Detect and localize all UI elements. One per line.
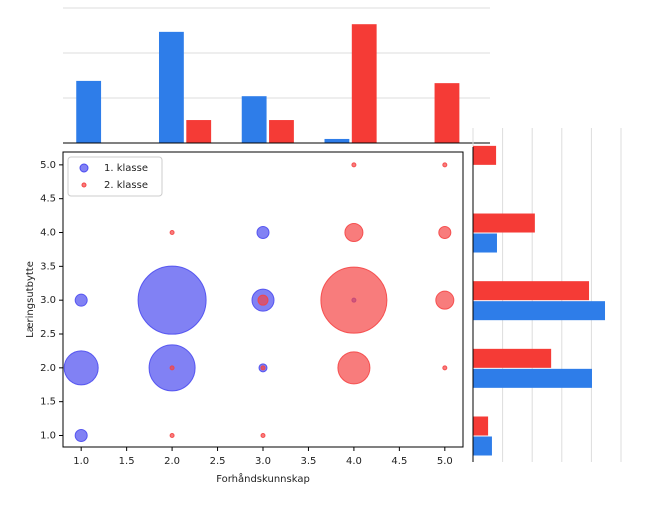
y-tick-label: 3.5 xyxy=(40,261,56,272)
bar xyxy=(76,80,102,143)
x-tick-label: 1.5 xyxy=(119,456,135,467)
y-tick-label: 3.0 xyxy=(40,295,56,306)
x-tick-label: 3.0 xyxy=(255,456,271,467)
bar xyxy=(473,368,592,388)
bubble xyxy=(256,226,270,240)
bubble xyxy=(74,428,88,442)
y-tick-label: 4.5 xyxy=(40,194,56,205)
bubble xyxy=(257,294,269,306)
bar xyxy=(434,83,460,143)
bar xyxy=(269,120,294,143)
legend-label: 1. klasse xyxy=(104,163,148,174)
x-tick-label: 2.5 xyxy=(210,456,226,467)
legend-marker xyxy=(81,182,87,188)
y-tick-label: 1.0 xyxy=(40,430,56,441)
bubble xyxy=(169,432,175,438)
y-tick-label: 2.0 xyxy=(40,363,56,374)
bar xyxy=(473,436,492,456)
bubble xyxy=(137,265,207,335)
bubble xyxy=(337,351,371,385)
bubble xyxy=(63,350,99,386)
x-tick-label: 1.0 xyxy=(73,456,89,467)
bar xyxy=(473,233,497,253)
bubble xyxy=(74,293,88,307)
legend-label: 2. klasse xyxy=(104,180,148,191)
bubble xyxy=(260,432,266,438)
bubble xyxy=(344,223,364,243)
bar xyxy=(158,31,184,144)
x-tick-label: 3.5 xyxy=(301,456,317,467)
x-tick-label: 2.0 xyxy=(164,456,180,467)
x-tick-label: 4.5 xyxy=(391,456,407,467)
bubble xyxy=(260,365,266,371)
legend-marker xyxy=(79,163,89,173)
legend-box xyxy=(67,156,163,197)
bar xyxy=(241,96,267,143)
bubble xyxy=(442,162,448,168)
bar xyxy=(473,416,489,436)
bubble xyxy=(438,226,452,240)
bubble xyxy=(435,290,455,310)
bubble xyxy=(169,230,175,236)
bar xyxy=(351,24,377,144)
bar xyxy=(324,138,350,143)
bubble xyxy=(320,266,388,334)
bar xyxy=(473,348,552,368)
bar xyxy=(473,301,606,321)
bar xyxy=(473,213,535,233)
bar xyxy=(473,281,590,301)
bubble xyxy=(442,365,448,371)
y-axis-label: Læringsutbytte xyxy=(25,261,36,338)
bubble xyxy=(351,162,357,168)
y-tick-label: 1.5 xyxy=(40,397,56,408)
y-tick-label: 5.0 xyxy=(40,160,56,171)
x-axis-label: Forhåndskunnskap xyxy=(216,472,310,485)
x-tick-label: 5.0 xyxy=(437,456,453,467)
x-tick-label: 4.0 xyxy=(346,456,362,467)
bar xyxy=(186,120,212,143)
bubble xyxy=(169,365,175,371)
y-tick-label: 4.0 xyxy=(40,228,56,239)
y-tick-label: 2.5 xyxy=(40,329,56,340)
bar xyxy=(473,145,497,165)
